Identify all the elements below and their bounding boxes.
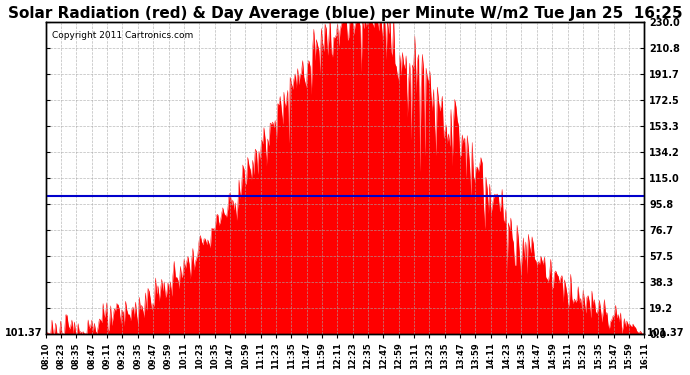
Text: 101.37: 101.37: [647, 328, 684, 338]
Text: Copyright 2011 Cartronics.com: Copyright 2011 Cartronics.com: [52, 31, 193, 40]
Title: Solar Radiation (red) & Day Average (blue) per Minute W/m2 Tue Jan 25  16:25: Solar Radiation (red) & Day Average (blu…: [8, 6, 682, 21]
Text: 101.37: 101.37: [6, 328, 43, 338]
